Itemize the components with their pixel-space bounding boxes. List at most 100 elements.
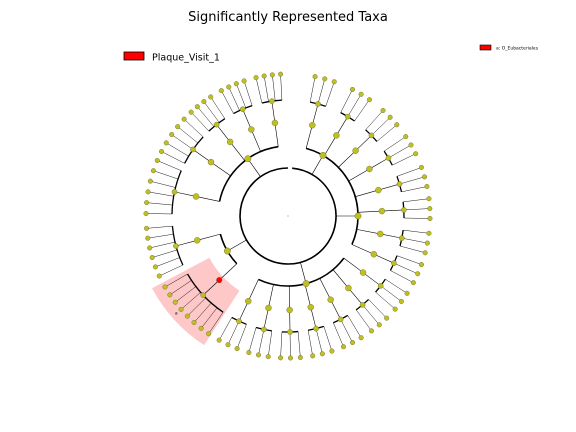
leaf-node (384, 315, 390, 321)
leaf-edge (365, 110, 384, 130)
leaf-edge (347, 94, 362, 117)
group-stem (175, 240, 198, 247)
leaf-node (269, 72, 275, 78)
group-edge (250, 129, 261, 152)
leaf-edge (368, 299, 387, 319)
subgroup-node (315, 101, 321, 107)
group-edge (197, 233, 221, 241)
leaf-node (225, 342, 231, 348)
leaf-edge (193, 302, 212, 323)
group-node (226, 138, 234, 146)
leaf-edge (371, 117, 391, 136)
leaf-node (172, 299, 178, 305)
leaf-edge (384, 136, 406, 152)
leaf-edge (152, 249, 178, 258)
group-node (265, 304, 272, 312)
group-node (327, 296, 334, 303)
leaf-node (181, 116, 187, 122)
leaf-edge (203, 101, 220, 123)
root-node (287, 215, 289, 217)
leaf-edge (309, 76, 316, 103)
legend-right-swatch (479, 44, 492, 51)
group-node (366, 165, 373, 173)
level1-node (319, 151, 327, 159)
leaf-node (392, 306, 398, 312)
level1-edge (300, 262, 307, 284)
leaf-node (319, 351, 325, 357)
leaf-node (255, 352, 261, 358)
leaf-edge (347, 315, 362, 338)
level1-node (302, 280, 310, 288)
leaf-edge (354, 99, 370, 122)
subgroup-node (171, 189, 178, 195)
leaf-node (349, 340, 355, 346)
subgroup-node (344, 113, 351, 120)
group-stem (355, 135, 372, 151)
leaf-edge (210, 96, 226, 119)
leaf-edge (146, 225, 173, 229)
group-node (248, 126, 255, 133)
cladogram-plot: a (143, 71, 433, 361)
group-edge (357, 210, 382, 213)
leaf-node (398, 298, 404, 304)
leaf-edge (323, 326, 333, 352)
leaf-edge (175, 286, 197, 303)
group-stem (336, 116, 348, 136)
subgroup-node (401, 207, 407, 213)
group-stem (263, 307, 269, 330)
leaf-node (246, 350, 252, 356)
leaf-node (422, 250, 428, 256)
leaf-edge (153, 170, 179, 180)
leaf-edge (148, 191, 174, 197)
leaf-edge (388, 144, 412, 159)
leaf-edge (403, 208, 430, 211)
leaf-node (387, 114, 393, 120)
leaf-node (287, 355, 293, 361)
group-edge (247, 279, 259, 302)
leaf-node (349, 86, 355, 92)
leaf-node (424, 183, 430, 189)
subgroup-node (239, 106, 246, 113)
subgroup-node (368, 132, 375, 139)
group-stem (271, 101, 276, 123)
subgroup-node (190, 146, 196, 153)
leaf-node (216, 337, 222, 343)
leaf-node (194, 104, 200, 110)
group-edge (268, 284, 274, 309)
group-node (377, 230, 384, 238)
group-node (359, 269, 367, 276)
leaf-edge (218, 317, 232, 341)
leaf-node (422, 174, 428, 180)
leaf-edge (263, 75, 269, 102)
leaf-node (201, 99, 207, 105)
leaf-node (329, 348, 335, 354)
leaf-node (410, 280, 416, 286)
leaf-edge (155, 257, 180, 268)
group-edge (210, 161, 231, 177)
group-edge (305, 125, 313, 149)
leaf-edge (280, 331, 283, 358)
subgroup-node (173, 243, 179, 249)
group-stem (380, 233, 402, 239)
leaf-node (178, 306, 184, 312)
clade-highlight-label: a (175, 312, 178, 317)
leaf-node (145, 235, 151, 241)
group-stem (362, 272, 381, 287)
leaf-node (169, 132, 175, 138)
leaf-edge (333, 322, 344, 347)
leaf-node (322, 76, 328, 82)
leaf-node (312, 74, 318, 80)
leaf-edge (166, 142, 189, 157)
leaf-node (147, 178, 153, 184)
group-stem (348, 287, 363, 306)
group-stem (330, 299, 341, 320)
legend-left-label: Plaque_Visit_1 (152, 53, 220, 64)
level1-node (223, 247, 231, 255)
leaf-edge (297, 331, 301, 358)
leaf-edge (161, 151, 185, 164)
leaf-node (206, 331, 212, 337)
leaf-edge (180, 292, 201, 310)
leaf-node (162, 284, 168, 290)
leaf-edge (340, 319, 353, 343)
